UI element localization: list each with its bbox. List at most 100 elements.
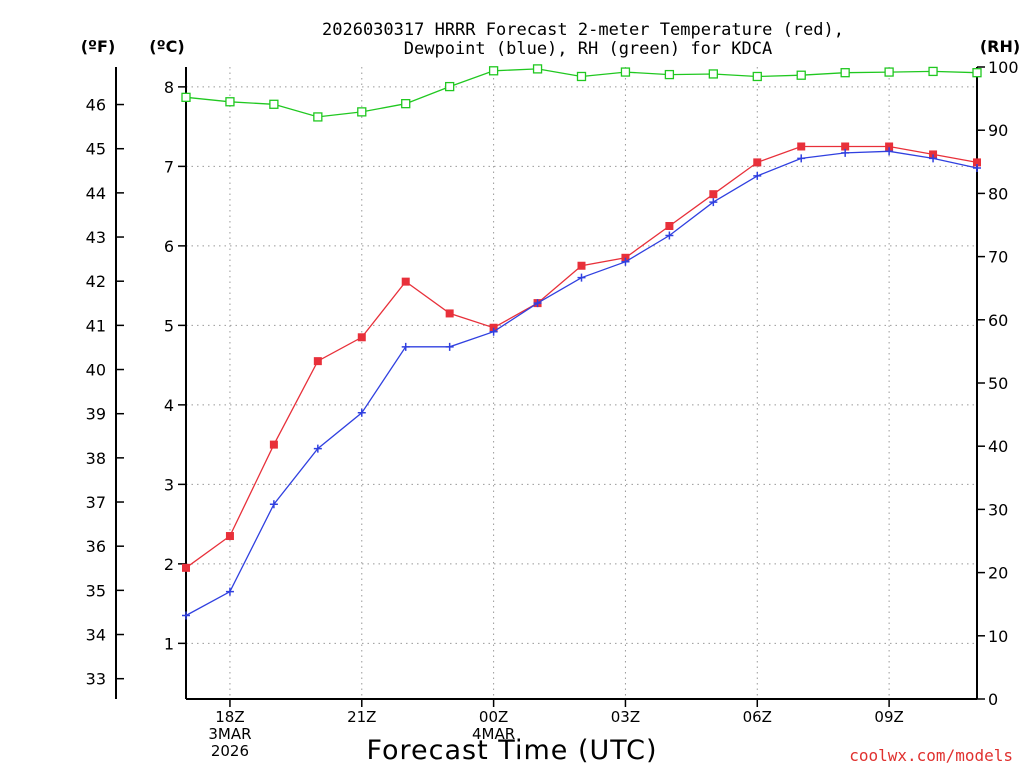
dewpoint-point xyxy=(973,163,981,172)
rh-tick-label: 60 xyxy=(988,311,1008,330)
rh-tick-label: 90 xyxy=(988,121,1008,140)
fahrenheit-tick-label: 45 xyxy=(86,140,106,159)
relative-humidity-point xyxy=(225,97,235,107)
dewpoint-point xyxy=(182,611,190,620)
rh-tick-label: 80 xyxy=(988,184,1008,203)
celsius-tick-label: 6 xyxy=(164,237,174,256)
celsius-tick-label: 1 xyxy=(164,634,174,653)
dewpoint-point xyxy=(665,231,674,240)
2-meter-temperature-point xyxy=(973,158,981,167)
relative-humidity-point xyxy=(840,68,850,78)
relative-humidity-point xyxy=(181,92,191,102)
axes: 1234567833343536373839404142434445460102… xyxy=(86,58,1019,760)
dewpoint-point xyxy=(885,147,894,156)
dewpoint-point xyxy=(753,171,762,180)
2-meter-temperature-point xyxy=(445,309,454,318)
celsius-tick-label: 4 xyxy=(164,396,174,415)
fahrenheit-tick-label: 40 xyxy=(86,361,106,380)
x-tick-label: 03Z xyxy=(611,708,640,726)
relative-humidity-point xyxy=(313,112,323,122)
celsius-tick-label: 5 xyxy=(164,316,174,335)
2-meter-temperature-point xyxy=(269,440,278,449)
x-tick-label: 09Z xyxy=(874,708,903,726)
2-meter-temperature-point xyxy=(225,532,234,541)
rh-tick-label: 20 xyxy=(988,564,1008,583)
x-axis-title: Forecast Time (UTC) xyxy=(366,735,657,766)
rh-axis-label: (RH) xyxy=(980,37,1020,56)
fahrenheit-tick-label: 35 xyxy=(86,581,106,600)
fahrenheit-tick-label: 43 xyxy=(86,228,106,247)
chart-title-line1: 2026030317 HRRR Forecast 2-meter Tempera… xyxy=(322,20,844,40)
fahrenheit-tick-label: 36 xyxy=(86,537,106,556)
relative-humidity-point xyxy=(972,68,982,78)
relative-humidity-point xyxy=(532,64,543,74)
relative-humidity-point xyxy=(708,69,718,79)
fahrenheit-axis-label: (ºF) xyxy=(81,37,116,56)
dewpoint-point xyxy=(929,154,938,163)
rh-tick-label: 30 xyxy=(988,500,1008,519)
2-meter-temperature-point xyxy=(841,142,850,151)
2-meter-temperature-point xyxy=(885,142,894,151)
dewpoint-point xyxy=(269,500,278,509)
2-meter-temperature-point xyxy=(357,333,366,342)
data-series xyxy=(181,64,982,620)
dewpoint-point xyxy=(533,299,542,308)
fahrenheit-tick-label: 33 xyxy=(86,670,106,689)
dewpoint-point xyxy=(225,587,234,596)
fahrenheit-tick-label: 46 xyxy=(86,96,106,115)
x-tick-date-label: 2026 xyxy=(211,742,249,760)
rh-tick-label: 70 xyxy=(988,248,1008,267)
fahrenheit-tick-label: 42 xyxy=(86,272,106,291)
rh-tick-label: 100 xyxy=(988,58,1019,77)
relative-humidity-point xyxy=(928,66,938,77)
fahrenheit-tick-label: 39 xyxy=(86,405,106,424)
x-tick-label: 21Z xyxy=(347,708,376,726)
2-meter-temperature-point xyxy=(577,261,586,270)
dewpoint-point xyxy=(621,257,630,266)
x-tick-date-label: 3MAR xyxy=(208,725,251,743)
fahrenheit-tick-label: 34 xyxy=(86,626,106,645)
dewpoint-point xyxy=(445,342,454,351)
2-meter-temperature-point xyxy=(753,158,762,167)
relative-humidity-point xyxy=(445,81,455,92)
dewpoint-point xyxy=(841,148,850,157)
celsius-axis-label: (ºC) xyxy=(149,37,184,56)
dewpoint-point xyxy=(313,444,322,453)
celsius-tick-label: 7 xyxy=(164,157,174,176)
relative-humidity-point xyxy=(884,67,894,77)
2-meter-temperature-point xyxy=(797,142,806,151)
celsius-tick-label: 8 xyxy=(164,78,174,97)
dewpoint-point xyxy=(489,327,498,336)
rh-tick-label: 10 xyxy=(988,627,1008,646)
2-meter-temperature-point xyxy=(182,563,190,572)
fahrenheit-tick-label: 38 xyxy=(86,449,106,468)
fahrenheit-tick-label: 37 xyxy=(86,493,106,512)
relative-humidity-point xyxy=(576,71,587,82)
rh-tick-label: 0 xyxy=(988,690,998,709)
relative-humidity-point xyxy=(796,70,806,80)
dewpoint-line xyxy=(185,150,978,617)
celsius-tick-label: 2 xyxy=(164,555,174,574)
relative-humidity-point xyxy=(357,107,367,117)
dewpoint-point xyxy=(357,408,366,417)
2-meter-temperature-point xyxy=(313,357,322,366)
fahrenheit-tick-label: 44 xyxy=(86,184,106,203)
2-meter-temperature-line xyxy=(185,145,978,569)
rh-tick-label: 40 xyxy=(988,437,1008,456)
dewpoint-point xyxy=(401,342,410,351)
relative-humidity-point xyxy=(752,71,762,82)
dewpoint-point xyxy=(797,154,806,163)
chart-title-line2: Dewpoint (blue), RH (green) for KDCA xyxy=(404,39,772,59)
2-meter-temperature-point xyxy=(709,190,718,199)
dewpoint-point xyxy=(709,198,718,207)
x-tick-date-label: 4MAR xyxy=(472,725,515,743)
2-meter-temperature-point xyxy=(665,221,674,230)
credit-text: coolwx.com/models xyxy=(849,746,1013,765)
rh-tick-label: 50 xyxy=(988,374,1008,393)
relative-humidity-point xyxy=(401,99,411,109)
fahrenheit-tick-label: 41 xyxy=(86,316,106,335)
gridlines xyxy=(186,67,977,699)
relative-humidity-point xyxy=(269,99,279,109)
relative-humidity-point xyxy=(664,69,675,80)
